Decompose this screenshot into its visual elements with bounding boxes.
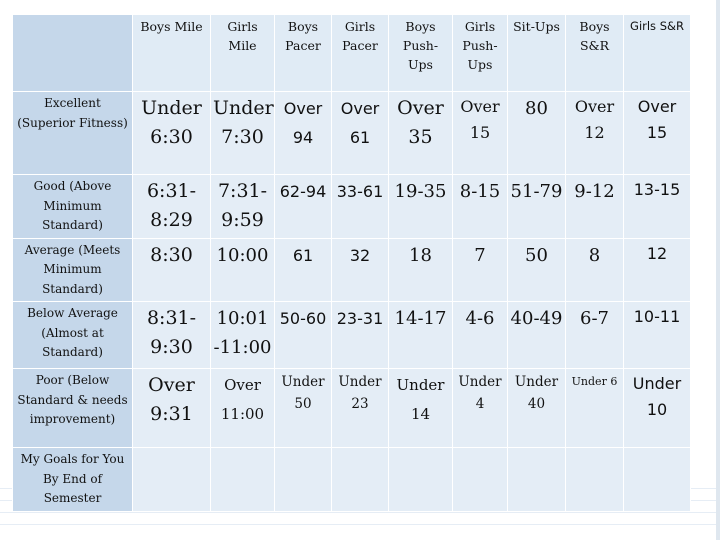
cell-below-average-girls-push-ups: 4-6 — [452, 301, 508, 369]
header-girls-push-ups: Girls Push-Ups — [452, 14, 508, 92]
cell-excellent-boys-pacer: Over 94 — [274, 91, 332, 175]
row-below-average: Below Average (Almost at Standard) 8:31-… — [12, 301, 691, 369]
cell-below-average-girls-mile: 10:01 -11:00 — [210, 301, 275, 369]
cell-excellent-girls-sr: Over 15 — [623, 91, 691, 175]
cell-poor-girls-sr: Under 10 — [623, 368, 691, 448]
cell-poor-boys-push-ups: Under 14 — [388, 368, 453, 448]
goal-cell-boys-sr — [565, 447, 624, 512]
goal-cell-sit-ups — [507, 447, 566, 512]
row-label-excellent: Excellent (Superior Fitness) — [12, 91, 133, 175]
cell-average-girls-sr: 12 — [623, 237, 691, 302]
cell-excellent-boys-mile: Under 6:30 — [132, 91, 211, 175]
row-label-below-average: Below Average (Almost at Standard) — [12, 301, 133, 369]
cell-below-average-sit-ups: 40-49 — [507, 301, 566, 369]
cell-average-sit-ups: 50 — [507, 237, 566, 302]
row-average: Average (Meets Minimum Standard) 8:30 10… — [12, 237, 691, 302]
cell-below-average-boys-mile: 8:31-9:30 — [132, 301, 211, 369]
cell-below-average-boys-sr: 6-7 — [565, 301, 624, 369]
goal-cell-girls-sr — [623, 447, 691, 512]
header-row: Boys Mile Girls Mile Boys Pacer Girls Pa… — [12, 14, 691, 92]
header-boys-pacer: Boys Pacer — [274, 14, 332, 92]
cell-average-boys-sr: 8 — [565, 237, 624, 302]
cell-poor-boys-pacer: Under 50 — [274, 368, 332, 448]
cell-good-boys-push-ups: 19-35 — [388, 174, 453, 239]
cell-average-girls-mile: 10:00 — [210, 237, 275, 302]
row-label-my-goals: My Goals for You By End of Semester — [12, 447, 133, 512]
row-label-average: Average (Meets Minimum Standard) — [12, 237, 133, 302]
slide-edge — [716, 0, 720, 540]
goal-cell-boys-mile — [132, 447, 211, 512]
cell-good-boys-mile: 6:31-8:29 — [132, 174, 211, 239]
row-label-poor: Poor (Below Standard & needs improvement… — [12, 368, 133, 448]
cell-poor-girls-pacer: Under 23 — [331, 368, 389, 448]
cell-average-girls-push-ups: 7 — [452, 237, 508, 302]
goal-cell-boys-pacer — [274, 447, 332, 512]
cell-good-boys-sr: 9-12 — [565, 174, 624, 239]
cell-average-girls-pacer: 32 — [331, 237, 389, 302]
cell-poor-girls-push-ups: Under 4 — [452, 368, 508, 448]
goal-cell-girls-push-ups — [452, 447, 508, 512]
cell-poor-girls-mile: Over 11:00 — [210, 368, 275, 448]
cell-poor-sit-ups: Under 40 — [507, 368, 566, 448]
corner-cell — [12, 14, 133, 92]
header-boys-sr: Boys S&R — [565, 14, 624, 92]
row-my-goals: My Goals for You By End of Semester — [12, 447, 691, 512]
row-poor: Poor (Below Standard & needs improvement… — [12, 368, 691, 448]
cell-excellent-boys-sr: Over 12 — [565, 91, 624, 175]
cell-excellent-girls-mile: Under 7:30 — [210, 91, 275, 175]
cell-average-boys-mile: 8:30 — [132, 237, 211, 302]
cell-excellent-girls-push-ups: Over 15 — [452, 91, 508, 175]
cell-good-girls-mile: 7:31-9:59 — [210, 174, 275, 239]
row-good: Good (Above Minimum Standard) 6:31-8:29 … — [12, 174, 691, 239]
cell-average-boys-push-ups: 18 — [388, 237, 453, 302]
cell-excellent-sit-ups: 80 — [507, 91, 566, 175]
header-sit-ups: Sit-Ups — [507, 14, 566, 92]
header-girls-pacer: Girls Pacer — [331, 14, 389, 92]
row-excellent: Excellent (Superior Fitness) Under 6:30 … — [12, 91, 691, 175]
cell-good-girls-pacer: 33-61 — [331, 174, 389, 239]
cell-excellent-boys-push-ups: Over 35 — [388, 91, 453, 175]
header-girls-sr: Girls S&R — [623, 14, 691, 92]
cell-below-average-girls-pacer: 23-31 — [331, 301, 389, 369]
header-boys-push-ups: Boys Push-Ups — [388, 14, 453, 92]
header-boys-mile: Boys Mile — [132, 14, 211, 92]
cell-below-average-boys-push-ups: 14-17 — [388, 301, 453, 369]
cell-poor-boys-sr: Under 6 — [565, 368, 624, 448]
goal-cell-girls-mile — [210, 447, 275, 512]
fitness-standards-table: Boys Mile Girls Mile Boys Pacer Girls Pa… — [12, 14, 691, 512]
cell-good-sit-ups: 51-79 — [507, 174, 566, 239]
header-girls-mile: Girls Mile — [210, 14, 275, 92]
cell-excellent-girls-pacer: Over 61 — [331, 91, 389, 175]
cell-average-boys-pacer: 61 — [274, 237, 332, 302]
cell-poor-boys-mile: Over 9:31 — [132, 368, 211, 448]
goal-cell-boys-push-ups — [388, 447, 453, 512]
goal-cell-girls-pacer — [331, 447, 389, 512]
cell-below-average-girls-sr: 10-11 — [623, 301, 691, 369]
cell-good-boys-pacer: 62-94 — [274, 174, 332, 239]
row-label-good: Good (Above Minimum Standard) — [12, 174, 133, 239]
cell-good-girls-push-ups: 8-15 — [452, 174, 508, 239]
cell-below-average-boys-pacer: 50-60 — [274, 301, 332, 369]
cell-good-girls-sr: 13-15 — [623, 174, 691, 239]
